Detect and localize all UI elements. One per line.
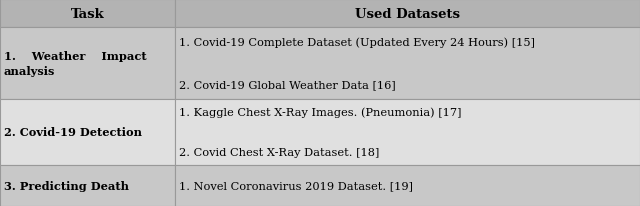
Text: 2. Covid-19 Detection: 2. Covid-19 Detection [4,127,142,138]
Bar [0,165,175,206]
Bar [0,99,175,165]
Text: 2. Covid-19 Global Weather Data [16]: 2. Covid-19 Global Weather Data [16] [179,80,396,90]
Bar [175,0,640,28]
Text: Used Datasets: Used Datasets [355,7,460,20]
Bar [175,99,640,165]
Text: Task: Task [70,7,104,20]
Text: 3. Predicting Death: 3. Predicting Death [4,180,129,191]
Bar [175,28,640,99]
Bar [0,0,175,28]
Text: 1. Novel Coronavirus 2019 Dataset. [19]: 1. Novel Coronavirus 2019 Dataset. [19] [179,181,413,191]
Text: 1. Covid-19 Complete Dataset (Updated Every 24 Hours) [15]: 1. Covid-19 Complete Dataset (Updated Ev… [179,37,535,47]
Bar [175,165,640,206]
Text: 2. Covid Chest X-Ray Dataset. [18]: 2. Covid Chest X-Ray Dataset. [18] [179,147,380,157]
Text: 1.    Weather    Impact
analysis: 1. Weather Impact analysis [4,50,147,77]
Text: 1. Kaggle Chest X-Ray Images. (Pneumonia) [17]: 1. Kaggle Chest X-Ray Images. (Pneumonia… [179,107,461,118]
Bar [0,28,175,99]
